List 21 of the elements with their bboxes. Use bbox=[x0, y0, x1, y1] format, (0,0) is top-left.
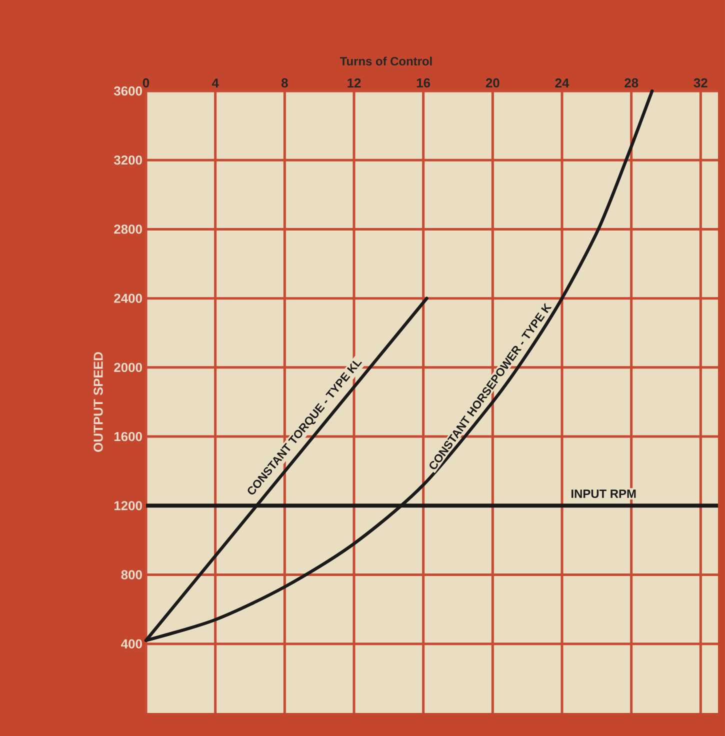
y-tick-label: 3200 bbox=[114, 156, 142, 165]
y-tick-label: 1600 bbox=[114, 432, 142, 442]
y-tick-label: 2400 bbox=[114, 294, 142, 303]
x-axis-title: Turns of Control bbox=[340, 56, 432, 66]
x-tick-label: 28 bbox=[624, 78, 638, 88]
x-tick-label: 24 bbox=[555, 78, 570, 88]
y-tick-label: 400 bbox=[121, 639, 142, 648]
y-axis-title: OUTPUT SPEED bbox=[94, 352, 103, 452]
y-tick-label: 1200 bbox=[114, 501, 142, 510]
y-tick-label: 2800 bbox=[114, 224, 142, 234]
x-tick-label: 20 bbox=[486, 78, 500, 88]
x-tick-label: 8 bbox=[281, 78, 288, 88]
x-tick-label: 4 bbox=[212, 78, 219, 88]
x-tick-label: 0 bbox=[142, 78, 150, 88]
y-tick-label: 2000 bbox=[114, 362, 142, 372]
ref-line-label: INPUT RPM bbox=[572, 490, 636, 498]
x-tick-label: 32 bbox=[694, 78, 708, 88]
y-tick-label: 800 bbox=[121, 570, 142, 580]
x-tick-label: 16 bbox=[416, 78, 430, 88]
x-tick-label: 12 bbox=[348, 78, 361, 88]
y-tick-label: 3600 bbox=[114, 86, 142, 96]
